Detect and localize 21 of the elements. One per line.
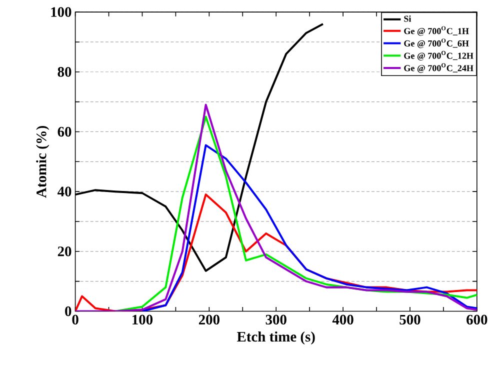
x-tick-label: 600 [466,315,488,325]
x-tick-label: 100 [132,315,153,325]
x-tick-label: 500 [400,315,420,325]
legend-label: Ge @ 700$^{O}$C_6H [404,38,469,48]
x-tick-label: 200 [198,315,220,325]
x-tick-label: 400 [332,315,354,325]
legend-label: Ge @ 700$^{O}$C_12H [404,51,474,61]
x-tick-label: 0 [72,315,78,325]
line-series [141,144,477,312]
legend-label: Si [404,16,412,22]
x-axis-title: Etch time (s) [237,332,315,345]
legend-label: Ge @ 700$^{O}$C_1H [404,26,469,36]
y-tick-label: 40 [58,186,72,197]
y-axis-title: Atomic (%) [36,126,50,198]
legend-label: Ge @ 700$^{O}$C_24H [404,64,474,74]
y-tick-label: 60 [58,127,72,137]
y-tick-label: 80 [58,67,72,77]
x-tick-label: 300 [266,315,286,325]
y-tick-label: 20 [58,246,72,257]
y-tick-label: 0 [65,306,72,316]
y-tick-label: 100 [51,7,72,18]
